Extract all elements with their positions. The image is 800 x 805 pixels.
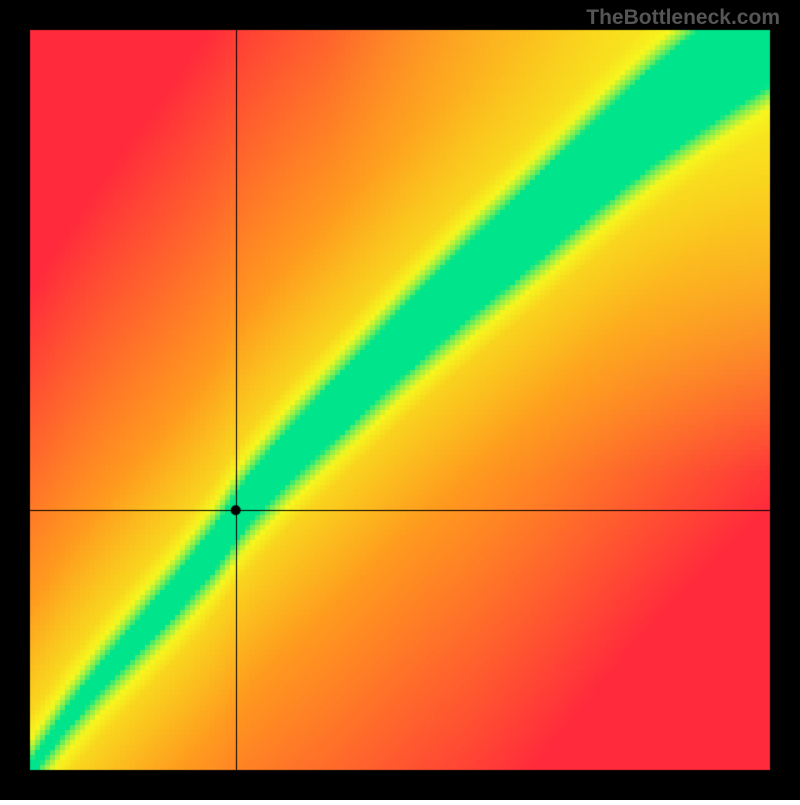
watermark-text: TheBottleneck.com	[586, 6, 780, 30]
heatmap-canvas	[0, 0, 800, 800]
bottleneck-heatmap	[0, 0, 800, 805]
